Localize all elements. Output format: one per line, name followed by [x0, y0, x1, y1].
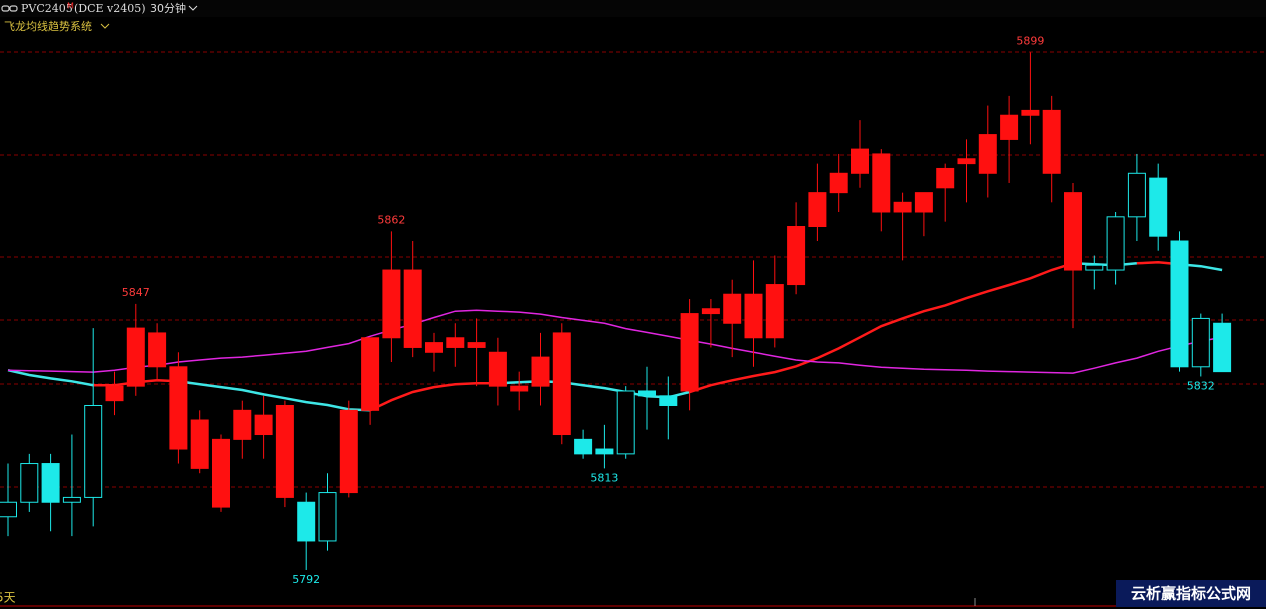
period-selector[interactable]: 30分钟 — [150, 1, 186, 15]
candle-body — [1064, 192, 1082, 271]
candle-body — [62, 496, 81, 503]
header-bar — [0, 0, 1266, 17]
candle-body — [701, 308, 720, 315]
high-label: 5899 — [1016, 34, 1044, 47]
candle-body — [403, 269, 422, 348]
candle-body — [0, 501, 17, 518]
candle-body — [275, 404, 294, 498]
period-chevron[interactable] — [188, 5, 198, 11]
candle-body — [957, 158, 976, 165]
candle-body — [212, 438, 230, 508]
candle-body — [1085, 264, 1104, 271]
candle-body — [105, 385, 124, 402]
candle-body — [361, 337, 380, 411]
candle-body — [893, 201, 912, 213]
candle-body — [41, 463, 60, 503]
candle-body — [872, 153, 891, 213]
candle-body — [531, 356, 550, 387]
high-label: 5847 — [122, 286, 150, 299]
moving-average-line — [7, 309, 1223, 374]
candle-body — [488, 351, 507, 387]
candle-body — [339, 409, 358, 494]
candle-body — [1106, 216, 1125, 271]
candle-body — [84, 404, 103, 498]
candle-body — [169, 366, 188, 450]
candle-body — [574, 438, 593, 455]
candle-body — [126, 327, 145, 387]
candle-body — [1170, 240, 1189, 368]
candle-body — [829, 172, 848, 194]
symbol-flag: M — [67, 2, 74, 11]
symbol: PVC2405 — [21, 2, 73, 15]
candle-body — [787, 226, 806, 286]
candle-body — [680, 313, 699, 392]
candle-body — [297, 501, 316, 542]
watermark-bg — [1116, 580, 1266, 607]
indicator-name[interactable]: 飞龙均线趋势系统 — [4, 19, 92, 33]
watermark: 云析赢指标公式网 — [1131, 585, 1251, 603]
candle-body — [446, 337, 465, 348]
candle-body — [1000, 114, 1019, 140]
plot-area: 5847 5792 5862 5813 5899 5832 — [0, 34, 1232, 586]
candle-body — [808, 192, 827, 228]
exchange: (DCE v2405) — [74, 2, 146, 15]
candle-body — [723, 293, 742, 324]
candle-body — [467, 342, 486, 348]
candle-body — [1149, 177, 1168, 237]
candle-body — [254, 414, 273, 436]
indicator-chevron[interactable] — [100, 23, 110, 29]
candle-body — [851, 148, 869, 174]
candle-body — [382, 269, 401, 339]
candle-body — [616, 390, 635, 455]
high-label: 5862 — [377, 213, 405, 226]
candle-body — [425, 342, 443, 353]
period-label: 5天 — [0, 591, 16, 605]
candle-body — [936, 167, 955, 189]
candle-body — [638, 390, 656, 397]
candle-body — [1021, 109, 1040, 116]
candle-body — [190, 419, 209, 469]
candle-body — [233, 409, 252, 440]
candle-body — [978, 134, 997, 174]
low-label: 5813 — [590, 471, 618, 484]
grid — [0, 51, 1266, 488]
candle-body — [552, 332, 571, 436]
candle-body — [1191, 317, 1210, 368]
low-label: 5832 — [1187, 379, 1215, 392]
candle-body — [510, 385, 529, 392]
candle-body — [148, 332, 167, 368]
moving-average-line — [7, 262, 1223, 412]
candle-body — [914, 192, 933, 213]
candle-body — [765, 284, 784, 339]
candle-body — [1127, 172, 1146, 218]
candle-body — [595, 448, 614, 455]
candle-body — [744, 293, 763, 339]
candle-body — [318, 492, 337, 542]
link-icon — [1, 5, 18, 12]
candle-body — [1213, 322, 1232, 373]
candle-body — [659, 395, 678, 406]
candle-body — [20, 463, 39, 503]
candle-body — [1042, 109, 1061, 174]
low-label: 5792 — [292, 573, 320, 586]
